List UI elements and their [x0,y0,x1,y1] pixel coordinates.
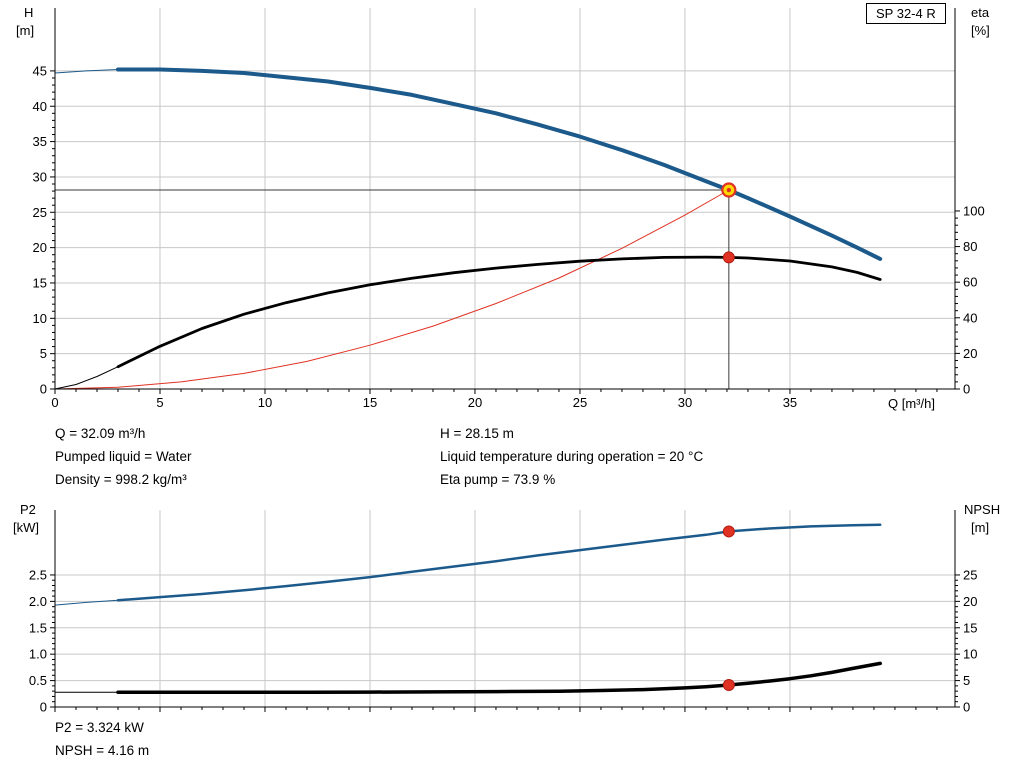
svg-text:40: 40 [963,310,977,325]
svg-text:15: 15 [363,395,377,410]
results-block: P2 = 3.324 kW NPSH = 4.16 m [55,716,149,762]
svg-text:0.5: 0.5 [29,673,47,688]
svg-text:20: 20 [963,346,977,361]
svg-text:20: 20 [33,240,47,255]
svg-text:0: 0 [963,700,970,713]
svg-text:40: 40 [33,99,47,114]
svg-text:35: 35 [783,395,797,410]
operating-info-col1: Q = 32.09 m³/h Pumped liquid = Water Den… [55,422,191,491]
svg-text:45: 45 [33,63,47,78]
p2-axis-unit: [kW] [13,520,39,535]
svg-text:60: 60 [963,275,977,290]
svg-text:2.5: 2.5 [29,567,47,582]
pump-type-box: SP 32-4 R [866,3,946,24]
svg-text:30: 30 [33,169,47,184]
svg-text:15: 15 [963,620,977,635]
svg-text:10: 10 [33,311,47,326]
svg-text:25: 25 [33,205,47,220]
q-axis-label: Q [m³/h] [888,396,935,411]
p2-axis-name: P2 [20,502,36,517]
svg-text:10: 10 [258,395,272,410]
power-npsh-chart: 0 0.5 1.0 1.5 2.0 2.5 0 5 10 15 20 25 [29,510,977,713]
info-head: H = 28.15 m [440,426,514,441]
svg-text:30: 30 [678,395,692,410]
performance-chart: 0 5 10 15 20 25 30 35 0 5 10 15 20 25 30 35 40 45 0 20 40 60 8… [33,8,985,410]
npsh-axis-name: NPSH [964,502,1001,517]
svg-text:10: 10 [963,647,977,662]
svg-text:15: 15 [33,275,47,290]
info-flow: Q = 32.09 m³/h [55,426,146,441]
svg-text:0: 0 [963,382,970,397]
svg-text:5: 5 [156,395,163,410]
svg-text:100: 100 [963,203,985,218]
info-liquid: Pumped liquid = Water [55,449,192,464]
result-p2: P2 = 3.324 kW [55,720,144,735]
svg-text:1.5: 1.5 [29,620,47,635]
svg-text:2.0: 2.0 [29,594,47,609]
eta-axis-unit: [%] [971,23,990,38]
info-density: Density = 998.2 kg/m³ [55,472,187,487]
svg-text:20: 20 [468,395,482,410]
svg-text:0: 0 [40,382,47,397]
info-temperature: Liquid temperature during operation = 20… [440,449,704,464]
info-eta: Eta pump = 73.9 % [440,472,556,487]
npsh-axis-unit: [m] [971,520,990,535]
svg-text:20: 20 [963,594,977,609]
svg-text:0: 0 [40,700,47,713]
svg-text:5: 5 [963,673,970,688]
svg-text:1.0: 1.0 [29,647,47,662]
result-npsh: NPSH = 4.16 m [55,743,150,758]
svg-text:35: 35 [33,134,47,149]
svg-text:5: 5 [40,346,47,361]
operating-info-col2: H = 28.15 m Liquid temperature during op… [440,422,703,491]
svg-text:0: 0 [51,395,58,410]
svg-text:80: 80 [963,239,977,254]
svg-text:25: 25 [963,567,977,582]
h-axis-name: H [24,5,34,20]
eta-axis-name: eta [971,5,990,20]
h-axis-unit: [m] [16,23,35,38]
svg-text:25: 25 [573,395,587,410]
